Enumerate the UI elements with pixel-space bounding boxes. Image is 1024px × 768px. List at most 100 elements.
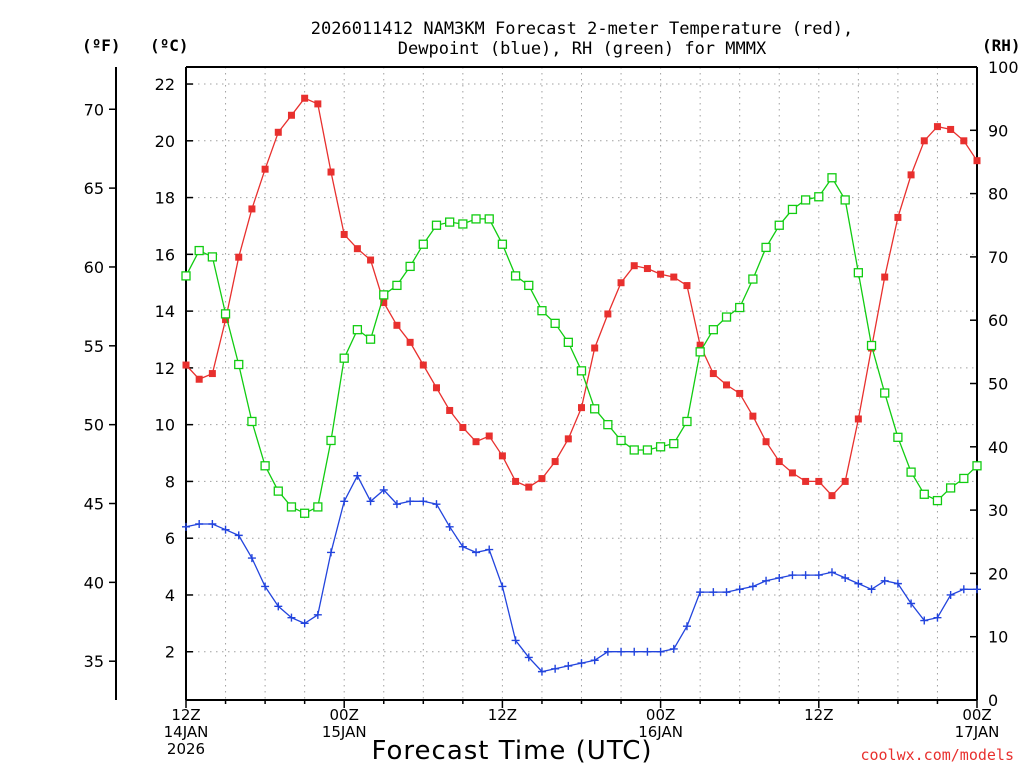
dewpoint-point-8 — [287, 613, 296, 622]
dewpoint-point-9 — [300, 619, 309, 628]
temperature-point-47 — [802, 477, 810, 485]
chart-title-line2: Dewpoint (blue), RH (green) for MMMX — [398, 39, 767, 59]
c-tick-label-6: 6 — [165, 529, 175, 548]
rh-point-46 — [787, 204, 798, 215]
dewpoint-point-57 — [933, 613, 942, 622]
temperature-point-3 — [222, 316, 230, 324]
rh-tick-label-40: 40 — [988, 438, 1008, 457]
rh-point-49 — [827, 173, 837, 183]
dewpoint-point-5 — [247, 554, 256, 563]
temperature-point-44 — [762, 438, 770, 446]
axes: 2 4 6 8 10 12 14 16 18 20 22 35 40 45 50 55 60 65 70 0 10 20 3… — [84, 58, 1019, 758]
dewpoint-point-53 — [880, 576, 889, 585]
temperature-point-31 — [591, 344, 599, 352]
dewpoint-point-32 — [603, 647, 612, 656]
rh-point-23 — [484, 214, 494, 224]
dewpoint-point-23 — [485, 545, 494, 554]
temperature-point-55 — [907, 171, 915, 179]
temperature-point-57 — [933, 123, 941, 131]
rh-point-37 — [669, 438, 679, 449]
x-tick-label-36-0: 00Z — [646, 706, 675, 724]
dewpoint-point-24 — [498, 582, 507, 591]
dewpoint-point-49 — [827, 568, 836, 577]
dewpoint-point-51 — [854, 579, 863, 588]
rh-point-55 — [906, 467, 916, 477]
data-series — [181, 94, 982, 676]
rh-point-19 — [431, 220, 442, 230]
temperature-point-32 — [604, 310, 612, 318]
temperature-point-18 — [419, 361, 427, 369]
rh-point-26 — [524, 280, 534, 291]
dewpoint-point-30 — [577, 659, 586, 668]
dewpoint-point-45 — [775, 573, 784, 582]
rh-tick-label-20: 20 — [988, 564, 1008, 583]
f-tick-label-65: 65 — [84, 179, 104, 198]
dewpoint-point-54 — [893, 579, 902, 588]
x-tick-label-0-1: 14JAN — [164, 723, 209, 741]
plot-frame — [185, 66, 978, 701]
rh-point-31 — [590, 404, 600, 414]
dewpoint-point-39 — [696, 588, 705, 597]
rh-point-50 — [840, 195, 850, 205]
rh-tick-label-0: 0 — [988, 691, 998, 710]
dewpoint-point-35 — [643, 647, 652, 656]
temperature-point-17 — [406, 338, 414, 346]
rh-point-44 — [761, 242, 771, 253]
dewpoint-point-18 — [419, 497, 428, 506]
rh-point-60 — [972, 461, 982, 471]
celsius-unit-label: (ºC) — [150, 36, 189, 55]
temperature-point-14 — [367, 256, 375, 264]
rh-point-41 — [721, 312, 732, 322]
c-tick-label-14: 14 — [155, 302, 175, 321]
rh-tick-label-10: 10 — [988, 628, 1008, 647]
x-tick-label-12-1: 15JAN — [322, 723, 367, 741]
rh-point-10 — [313, 502, 323, 512]
c-tick-label-12: 12 — [155, 359, 175, 378]
dewpoint-point-55 — [907, 599, 916, 608]
c-tick-label-2: 2 — [165, 643, 175, 662]
dewpoint-point-46 — [788, 571, 797, 580]
temperature-point-42 — [736, 389, 744, 397]
dewpoint-point-28 — [551, 664, 560, 673]
rh-point-59 — [959, 473, 969, 484]
x-axis-label: Forecast Time (UTC) — [371, 736, 652, 766]
temperature-point-4 — [235, 253, 243, 261]
f-tick-label-70: 70 — [84, 100, 104, 119]
dewpoint-point-43 — [748, 582, 757, 591]
temperature-point-48 — [815, 477, 823, 485]
rh-point-53 — [880, 388, 890, 398]
rh-point-1 — [194, 245, 204, 256]
temperature-point-51 — [854, 415, 862, 423]
rh-point-4 — [234, 359, 244, 370]
c-tick-label-20: 20 — [155, 132, 175, 151]
dewpoint-point-26 — [524, 653, 533, 662]
dewpoint-point-16 — [392, 500, 401, 509]
dewpoint-point-20 — [445, 522, 454, 531]
dewpoint-point-7 — [274, 602, 283, 611]
temperature-point-33 — [617, 279, 625, 287]
rh-point-29 — [563, 337, 573, 348]
temperature-point-39 — [696, 341, 704, 349]
rh-unit-label: (RH) — [982, 36, 1021, 55]
dewpoint-point-40 — [709, 588, 718, 597]
x-tick-label-24-0: 12Z — [488, 706, 517, 724]
temperature-point-29 — [564, 435, 572, 443]
temperature-point-20 — [446, 406, 454, 414]
temperature-point-35 — [643, 265, 651, 273]
rh-point-6 — [260, 461, 270, 471]
dewpoint-point-6 — [261, 582, 270, 591]
dewpoint-point-52 — [867, 585, 876, 594]
rh-point-9 — [299, 508, 310, 518]
dewpoint-point-47 — [801, 571, 810, 580]
dewpoint-point-10 — [313, 610, 322, 619]
temperature-point-24 — [498, 452, 506, 460]
rh-tick-label-80: 80 — [988, 185, 1008, 204]
dewpoint-point-15 — [379, 485, 388, 494]
x-tick-label-60-1: 17JAN — [955, 723, 1000, 741]
temperature-point-6 — [261, 165, 269, 173]
temperature-point-27 — [538, 475, 546, 483]
rh-point-39 — [695, 347, 705, 357]
temperature-point-5 — [248, 205, 256, 213]
x-tick-label-12-0: 00Z — [330, 706, 359, 724]
temperature-point-59 — [960, 137, 968, 145]
